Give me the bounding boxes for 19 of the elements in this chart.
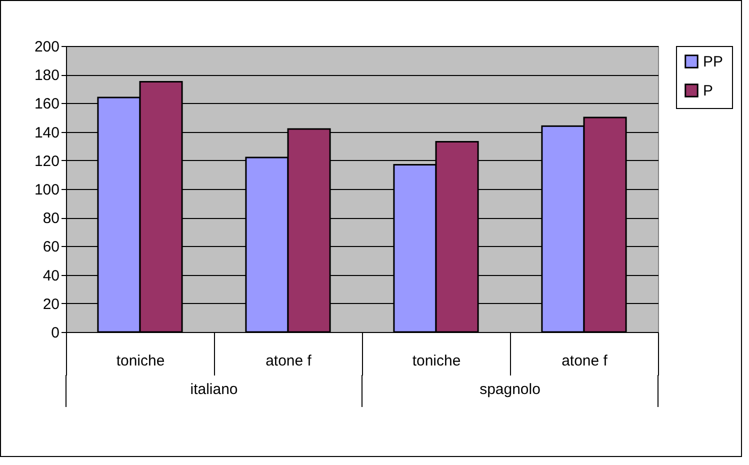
text: italiano (190, 381, 238, 398)
x-tick-label: toniche (116, 352, 165, 370)
x-tick-label: toniche (412, 352, 461, 370)
legend-label: PP (703, 54, 724, 70)
y-tick-label: 180 (34, 67, 60, 84)
text: spagnolo (480, 381, 540, 398)
y-tick-label: 160 (34, 96, 60, 113)
x-tick-label: atone f (562, 352, 608, 370)
y-tick-label: 80 (42, 210, 60, 228)
y-tick-label: 100 (34, 182, 60, 198)
y-tick-label: 120 (34, 152, 60, 170)
y-tick-label: 200 (34, 38, 60, 56)
y-tick-label: 20 (42, 296, 60, 313)
y-tick-label: 60 (42, 238, 60, 256)
y-tick-label: 140 (34, 124, 60, 142)
x-tick-label: atone f (266, 352, 312, 370)
y-tick-label: 0 (51, 324, 60, 342)
legend-label: P (703, 82, 714, 100)
y-tick-label: 40 (42, 267, 60, 284)
